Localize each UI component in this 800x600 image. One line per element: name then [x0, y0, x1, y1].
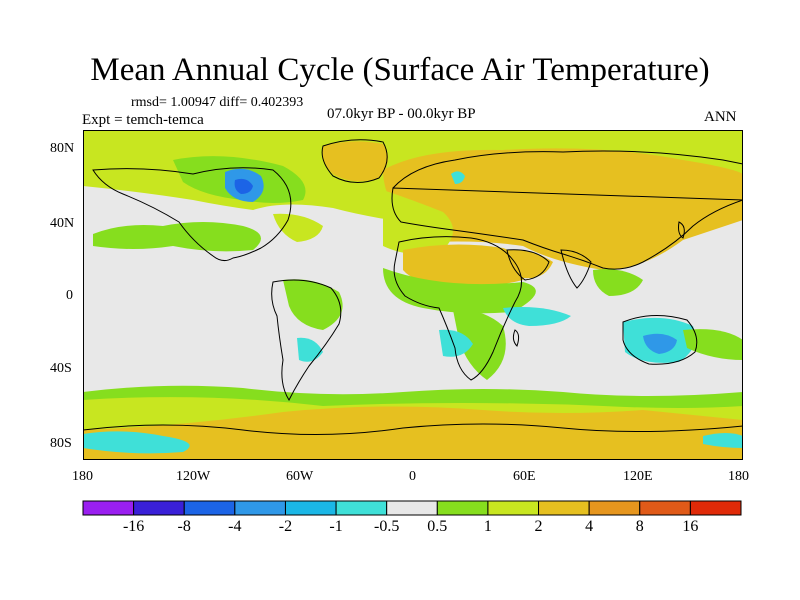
- sahara-orange: [403, 244, 526, 288]
- lon-label-180-east: 180: [728, 469, 749, 484]
- colorbar-swatch: [234, 500, 286, 516]
- colorbar-swatch: [183, 500, 236, 516]
- stats-text: rmsd= 1.00947 diff= 0.402393: [131, 95, 304, 110]
- hudson-cooling-inner: [234, 178, 253, 194]
- lon-label-60E: 60E: [513, 469, 536, 484]
- colorbar-label: -2: [278, 518, 293, 535]
- coast-arabia: [506, 249, 550, 281]
- antarctic-cooling: [83, 431, 190, 454]
- colorbar-label: 1: [483, 518, 492, 535]
- coast-madagascar: [512, 329, 520, 347]
- africa-south-green: [453, 309, 506, 380]
- period-label: 07.0kyr BP - 00.0kyr BP: [327, 106, 476, 122]
- colorbar-label: 2: [534, 518, 543, 535]
- pacific-green: [683, 329, 743, 360]
- na-green-band: [93, 222, 261, 252]
- colorbar-label: -4: [228, 518, 242, 535]
- antarctic-cooling-east: [703, 433, 743, 448]
- lon-label-60W: 60W: [286, 469, 314, 484]
- colorbar-swatch: [639, 500, 691, 516]
- coast-greenland: [321, 139, 388, 183]
- na-east-warm: [273, 213, 323, 242]
- colorbar: [82, 500, 742, 516]
- lat-label-80S: 80S: [50, 436, 72, 451]
- sa-green: [283, 279, 343, 330]
- coast-australia: [622, 314, 698, 365]
- lon-label-120E: 120E: [623, 469, 653, 484]
- coast-south-america: [271, 279, 342, 402]
- colorbar-swatch: [335, 500, 388, 516]
- eurasia-orange: [383, 148, 743, 270]
- world-map: [83, 130, 743, 460]
- greenland-orange: [322, 141, 389, 182]
- colorbar-label: -16: [122, 518, 145, 535]
- colorbar-swatch: [436, 500, 489, 516]
- europe-warm: [383, 190, 453, 255]
- lat-label-40N: 40N: [50, 216, 75, 231]
- colorbar-swatch: [689, 500, 742, 516]
- lat-label-80N: 80N: [50, 141, 75, 156]
- colorbar-label: 16: [682, 518, 699, 535]
- colorbar-swatch: [133, 500, 185, 516]
- se-asia-green: [593, 269, 643, 296]
- colorbar-label: -0.5: [374, 518, 400, 535]
- colorbar-swatch: [284, 500, 337, 516]
- colorbar-label: -8: [177, 518, 191, 535]
- season-label: ANN: [704, 109, 737, 125]
- map-frame: [83, 130, 743, 460]
- coast-japan: [678, 221, 685, 239]
- indian-ocean-cooling: [503, 307, 571, 326]
- map-title: Mean Annual Cycle (Surface Air Temperatu…: [90, 52, 710, 88]
- colorbar-label: -1: [329, 518, 343, 535]
- australia-cooling-inner: [643, 333, 677, 354]
- africa-cooling: [439, 329, 473, 357]
- sahel-green: [383, 268, 536, 314]
- experiment-label: Expt = temch-temca: [82, 112, 204, 128]
- coastlines: [83, 139, 743, 436]
- coast-antarctica: [83, 423, 743, 436]
- lon-label-120W: 120W: [176, 469, 211, 484]
- antarctic-warm: [83, 406, 743, 460]
- coast-africa: [393, 236, 522, 381]
- colorbar-swatch: [588, 500, 641, 516]
- coast-north-america: [92, 167, 292, 262]
- colorbar-label: 4: [585, 518, 594, 535]
- colorbar-swatch: [487, 500, 540, 516]
- lat-label-40S: 40S: [50, 361, 72, 376]
- colorbar-label: 0.5: [427, 518, 448, 535]
- colorbar-swatch: [386, 500, 438, 516]
- scandinavia-cool: [451, 171, 465, 184]
- lon-label-0: 0: [409, 469, 416, 484]
- coast-india: [560, 249, 592, 289]
- lat-label-0: 0: [66, 288, 73, 303]
- colorbar-swatch: [538, 500, 590, 516]
- colorbar-swatch: [82, 500, 135, 516]
- colorbar-label: 8: [635, 518, 644, 535]
- lon-label-180-west: 180: [72, 469, 93, 484]
- coast-eurasia: [391, 150, 743, 270]
